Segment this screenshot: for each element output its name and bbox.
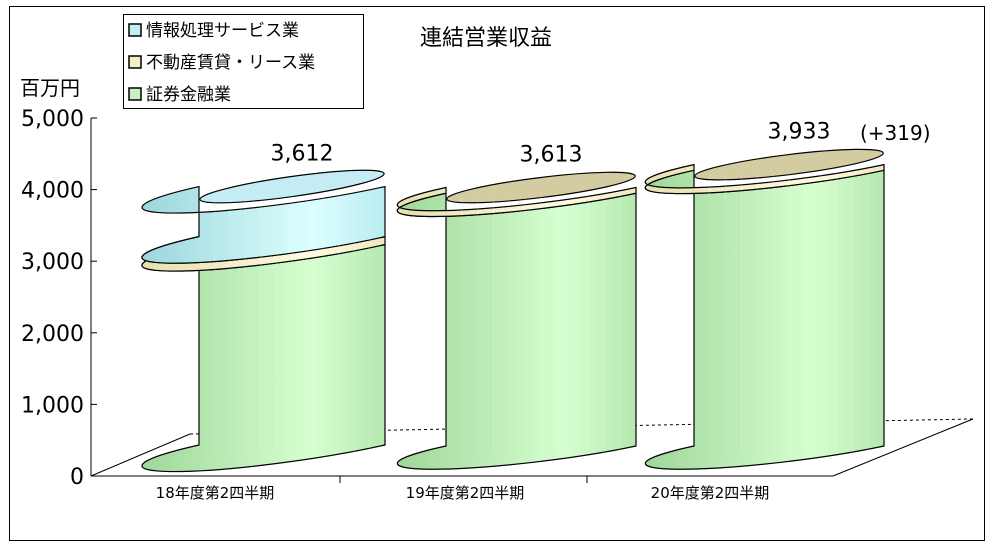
outer-border [9,6,985,541]
cylinder-segment [396,186,637,218]
legend-item-securities-finance: 証券金融業 [128,85,231,105]
y-axis-label: 百万円 [20,76,80,100]
cylinder-segment [141,243,386,473]
chart-title: 連結営業収益 [420,26,552,51]
cylinder-top [446,171,636,204]
cylinder-segment [644,163,885,195]
legend-item-real-estate: 不動産賃貸・リース業 [128,53,315,73]
x-tick-label: 20年度第2四半期 [651,484,770,502]
y-tick-label: 2,000 [21,322,84,347]
cylinder-top [694,148,884,181]
cylinders [141,148,885,473]
legend-item-info-services: 情報処理サービス業 [128,21,299,41]
x-ticks: 18年度第2四半期 19年度第2四半期 20年度第2四半期 [156,476,770,502]
cylinder-segment [396,192,637,470]
cylinder-top [199,169,385,204]
cylinder-segment [644,169,885,470]
total-label: 3,933 [768,120,831,145]
y-tick-label: 0 [70,465,84,490]
growth-annotation: (+319) [860,121,931,145]
legend-label: 証券金融業 [146,85,231,105]
x-tick-label: 18年度第2四半期 [156,484,275,502]
y-tick-label: 4,000 [21,179,84,204]
legend-label: 不動産賃貸・リース業 [146,53,315,73]
y-tick-label: 3,000 [21,250,84,275]
data-labels: 3,612 3,613 3,933 [271,120,831,168]
legend: 情報処理サービス業 不動産賃貸・リース業 証券金融業 [123,14,364,109]
cylinder-segment [141,185,386,264]
total-label: 3,613 [520,143,583,168]
legend-label: 情報処理サービス業 [146,21,299,41]
total-label: 3,612 [271,142,334,167]
legend-swatch [128,23,142,37]
y-ticks: 0 1,000 2,000 3,000 4,000 5,000 [21,107,97,490]
y-tick-label: 1,000 [21,393,84,418]
y-tick-label: 5,000 [21,107,84,132]
legend-swatch [128,55,142,69]
x-tick-label: 19年度第2四半期 [406,484,525,502]
legend-swatch [128,87,142,101]
legend-box [123,14,364,109]
